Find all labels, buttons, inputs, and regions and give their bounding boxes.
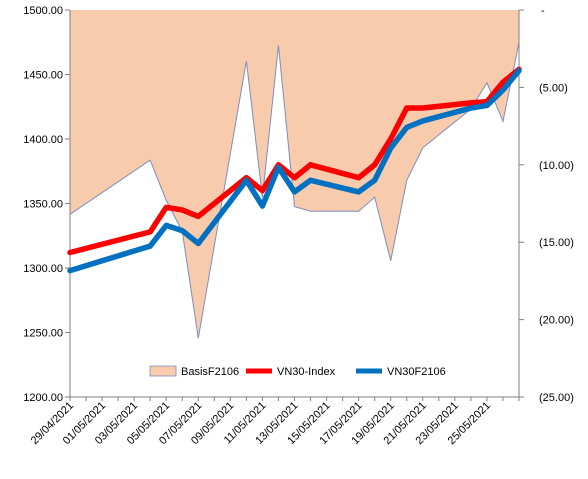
series-lines [67, 66, 522, 274]
left-tick-label: 1400.00 [23, 134, 63, 146]
right-tick-label: (5.00) [539, 82, 568, 94]
legend-item: VN30F2106 [356, 366, 446, 378]
left-tick-label: 1350.00 [23, 199, 63, 211]
right-axis-ticks: - (5.00) (10.00) (15.00) (20.00) (25.00) [519, 5, 574, 404]
basis-area-fill [70, 10, 519, 339]
right-tick-label: (25.00) [539, 392, 574, 404]
basis-area-layer [69, 10, 520, 339]
legend-swatch-area [149, 365, 177, 377]
left-tick-label: 1500.00 [23, 5, 63, 17]
right-tick-label: (15.00) [539, 237, 574, 249]
left-tick-label: 1250.00 [23, 328, 63, 340]
vn30f2106-line [67, 67, 522, 274]
legend: BasisF2106 VN30-Index VN30F2106 [149, 365, 446, 378]
right-tick-label: (20.00) [539, 315, 574, 327]
left-tick-label: 1300.00 [23, 263, 63, 275]
vn30-index-line [67, 66, 522, 256]
legend-label: VN30F2106 [387, 366, 446, 378]
right-tick-label: - [541, 5, 545, 17]
legend-label: VN30-Index [277, 366, 336, 378]
legend-item: BasisF2106 [149, 365, 239, 378]
left-tick-label: 1450.00 [23, 70, 63, 82]
right-tick-label: (10.00) [539, 160, 574, 172]
left-tick-label: 1200.00 [23, 392, 63, 404]
legend-label: BasisF2106 [181, 366, 239, 378]
x-axis-ticks: 29/04/202101/05/202103/05/202105/05/2021… [29, 397, 520, 447]
left-axis-ticks: 1200.00 1250.00 1300.00 1350.00 1400.00 1450.… [23, 5, 70, 404]
legend-item: VN30-Index [246, 366, 336, 378]
